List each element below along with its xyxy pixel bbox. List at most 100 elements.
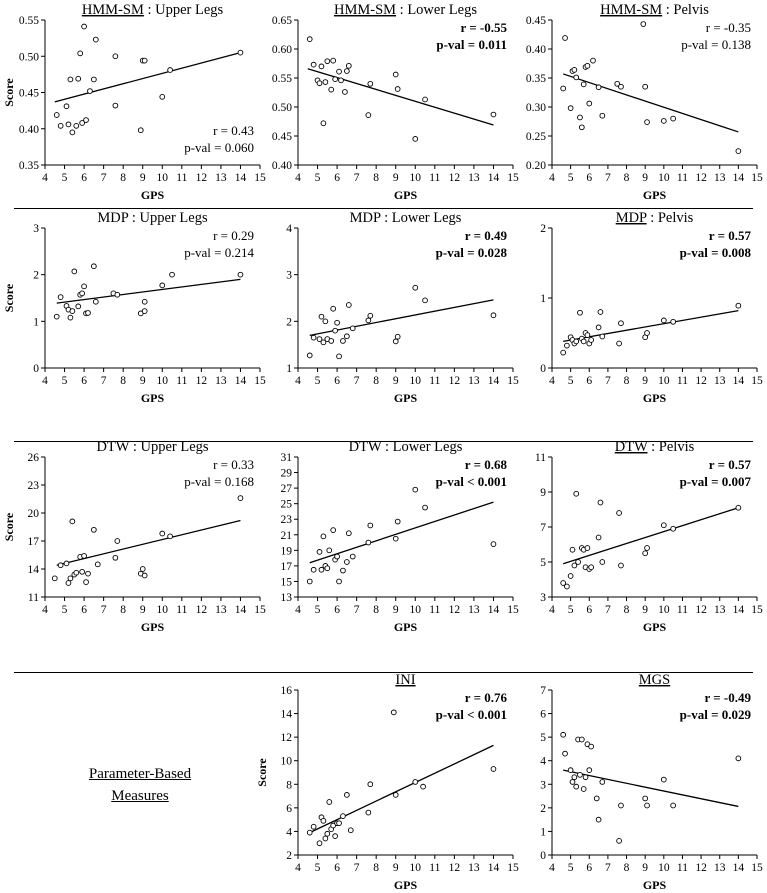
data-point [735,302,742,309]
data-point [326,547,333,554]
x-tick-label: 13 [714,604,726,616]
fit-line [563,769,739,808]
chart-title: HMM-SM : Lower Legs [334,2,477,18]
data-point [81,283,87,290]
y-tick-label: 7 [540,685,546,697]
x-tick-label: 7 [605,172,611,184]
scatter-panel: 4 5 6 7 8 9 10 11 12 13 14 15 13 15 17 19 21 23 25 27 29 31 GP… [281,439,520,634]
x-tick-label: 8 [120,375,126,387]
x-tick-label: 5 [315,375,321,387]
data-point [392,338,399,345]
data-point [584,545,591,551]
y-tick-label: 17 [28,536,40,548]
x-tick-label: 8 [120,172,126,184]
data-point [367,312,374,319]
y-axis-label: Score [2,283,16,312]
y-tick-label: 0.50 [19,51,39,63]
y-tick-label: 23 [28,480,40,492]
y-tick-label: 2 [286,316,292,328]
data-point [318,63,325,70]
y-tick-label: 11 [535,452,546,464]
y-tick-label: 1 [540,293,546,305]
chart-title: DTW : Pelvis [615,439,695,455]
data-point [112,53,119,60]
x-axis-label: GPS [643,878,667,892]
data-point [316,549,323,555]
x-tick-label: 10 [658,604,670,616]
x-tick-label: 6 [586,604,592,616]
x-tick-label: 15 [507,375,519,387]
data-point [573,783,580,790]
data-point [392,535,399,542]
x-tick-label: 13 [215,604,227,616]
x-tick-label: 14 [733,604,745,616]
x-tick-label: 15 [507,172,519,184]
x-tick-label: 4 [549,172,555,184]
x-tick-label: 13 [468,172,480,184]
x-tick-label: 12 [449,862,461,874]
x-axis-label: GPS [141,620,165,634]
data-point [599,333,606,340]
data-point [328,338,335,344]
data-point [644,119,650,125]
x-tick-label: 11 [429,375,440,387]
x-tick-label: 9 [393,862,399,874]
data-point [344,559,350,565]
y-tick-label: 5 [540,557,546,569]
y-tick-label: 29 [281,468,293,480]
data-point [87,88,93,94]
x-tick-label: 6 [586,172,592,184]
y-tick-label: 6 [540,709,546,721]
data-point [562,35,568,41]
section-label: Parameter-Based Measures [60,763,220,807]
x-tick-label: 14 [235,375,247,387]
data-point [595,84,602,91]
data-point [564,583,570,590]
x-tick-label: 10 [658,862,670,874]
scatter-panel: 4 5 6 7 8 9 10 11 12 13 14 15 11 14 17 20 23 26 GPS Score DT… [2,439,266,634]
x-tick-label: 10 [658,375,670,387]
p-value: p-val = 0.011 [436,37,507,52]
data-point [69,129,76,136]
data-point [618,802,624,809]
x-tick-label: 7 [605,604,611,616]
x-tick-label: 12 [695,375,707,387]
data-point [63,103,70,110]
data-point [349,325,356,332]
y-tick-label: 1 [33,316,39,328]
y-tick-label: 4 [540,756,546,768]
y-tick-label: 0.60 [272,44,292,56]
data-point [344,68,350,74]
data-point [326,799,333,805]
data-point [584,62,591,69]
data-point [338,77,344,84]
data-point [367,781,374,788]
x-tick-label: 15 [751,604,763,616]
data-point [141,308,148,314]
x-tick-label: 5 [62,172,68,184]
data-point [83,579,89,585]
p-value: p-val < 0.001 [436,707,507,722]
p-value: p-val = 0.138 [681,37,751,52]
y-tick-label: 6 [286,803,292,815]
y-tick-label: 0 [33,363,39,375]
r-value: r = -0.35 [706,20,751,35]
data-point [490,111,497,118]
y-tick-label: 5 [540,732,546,744]
x-tick-label: 8 [373,862,379,874]
data-point [735,148,742,154]
x-axis-label: GPS [394,878,418,892]
y-tick-label: 19 [281,545,293,557]
data-point [332,833,338,839]
data-point [69,518,76,525]
x-tick-label: 8 [624,604,630,616]
y-tick-label: 1 [540,826,546,838]
data-point [159,282,166,289]
data-point [328,86,335,93]
data-point [306,36,313,42]
x-tick-label: 4 [295,375,301,387]
x-axis-label: GPS [394,620,418,634]
data-point [67,76,74,83]
data-point [644,802,650,809]
